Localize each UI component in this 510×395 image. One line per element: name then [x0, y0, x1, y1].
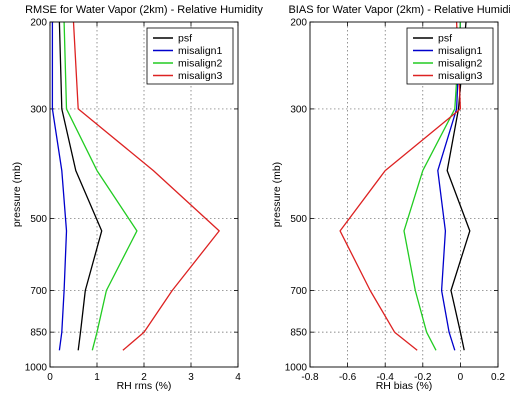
bias-legend-label-misalign1: misalign1: [438, 45, 483, 57]
bias-x-tick-label: -0.6: [339, 372, 357, 383]
rmse-axes-box: [49, 21, 239, 368]
rmse-series-misalign3: [72, 21, 220, 351]
rmse-y-axis-label: pressure (mb): [11, 162, 23, 227]
bias-y-tick-label: 1000: [285, 363, 308, 374]
bias-x-axis-label: RH bias (%): [376, 380, 433, 392]
bias-x-tick-label: 0.2: [491, 372, 505, 383]
rmse-title: RMSE for Water Vapor (2km) - Relative Hu…: [25, 4, 263, 16]
bias-x-tick-label: 0: [458, 372, 464, 383]
bias-y-tick-label: 300: [290, 104, 307, 115]
rmse-x-tick-label: 0: [47, 372, 53, 383]
bias-y-tick-label: 700: [290, 286, 307, 297]
rmse-x-tick-label: 3: [188, 372, 194, 383]
bias-y-tick-label: 850: [290, 328, 307, 339]
rmse-legend-label-misalign1: misalign1: [178, 45, 223, 57]
rmse-y-tick-label: 500: [30, 214, 47, 225]
rmse-x-axis-label: RH rms (%): [117, 380, 172, 392]
rmse-legend-label-misalign3: misalign3: [178, 70, 223, 82]
rmse-y-tick-label: 1000: [25, 363, 48, 374]
bias-series-misalign1: [437, 21, 462, 351]
bias-y-axis-label: pressure (mb): [271, 162, 283, 227]
bias-axes-box: [309, 21, 499, 368]
rmse-series-misalign2: [63, 21, 138, 351]
bias-x-tick-label: -0.8: [301, 372, 319, 383]
rmse-x-tick-label: 1: [94, 372, 100, 383]
bias-legend-label-psf: psf: [438, 33, 452, 45]
bias-series-psf: [446, 21, 471, 351]
rmse-y-tick-label: 850: [30, 328, 47, 339]
rmse-y-tick-label: 200: [30, 18, 47, 29]
rmse-y-tick-label: 300: [30, 104, 47, 115]
rmse-y-tick-label: 700: [30, 286, 47, 297]
bias-legend-label-misalign3: misalign3: [438, 70, 483, 82]
rmse-series-misalign1: [51, 22, 68, 351]
bias-series-misalign2: [403, 21, 462, 351]
rmse-legend-box: [146, 27, 234, 85]
bias-y-tick-label: 200: [290, 18, 307, 29]
bias-series-misalign3: [339, 21, 462, 351]
bias-panel: -0.8 -0.6 -0.4 -0.2 0 0.2 200 300 500 700 850 1000 p…: [271, 4, 510, 392]
rmse-x-tick-label: 4: [235, 372, 241, 383]
bias-title: BIAS for Water Vapor (2km) - Relative Hu…: [288, 4, 510, 16]
rmse-panel: 0 1 2 3 42003005007008501000psfmisalign1misa…: [11, 4, 263, 392]
bias-x-tick-label: -0.4: [377, 372, 395, 383]
bias-x-tick-label: -0.2: [414, 372, 432, 383]
rmse-series-psf: [58, 21, 103, 351]
bias-y-tick-label: 500: [290, 214, 307, 225]
rmse-x-tick-label: 2: [141, 372, 147, 383]
bias-legend-label-misalign2: misalign2: [438, 58, 483, 70]
rmse-legend-label-psf: psf: [178, 33, 192, 45]
rmse-legend-label-misalign2: misalign2: [178, 58, 223, 70]
